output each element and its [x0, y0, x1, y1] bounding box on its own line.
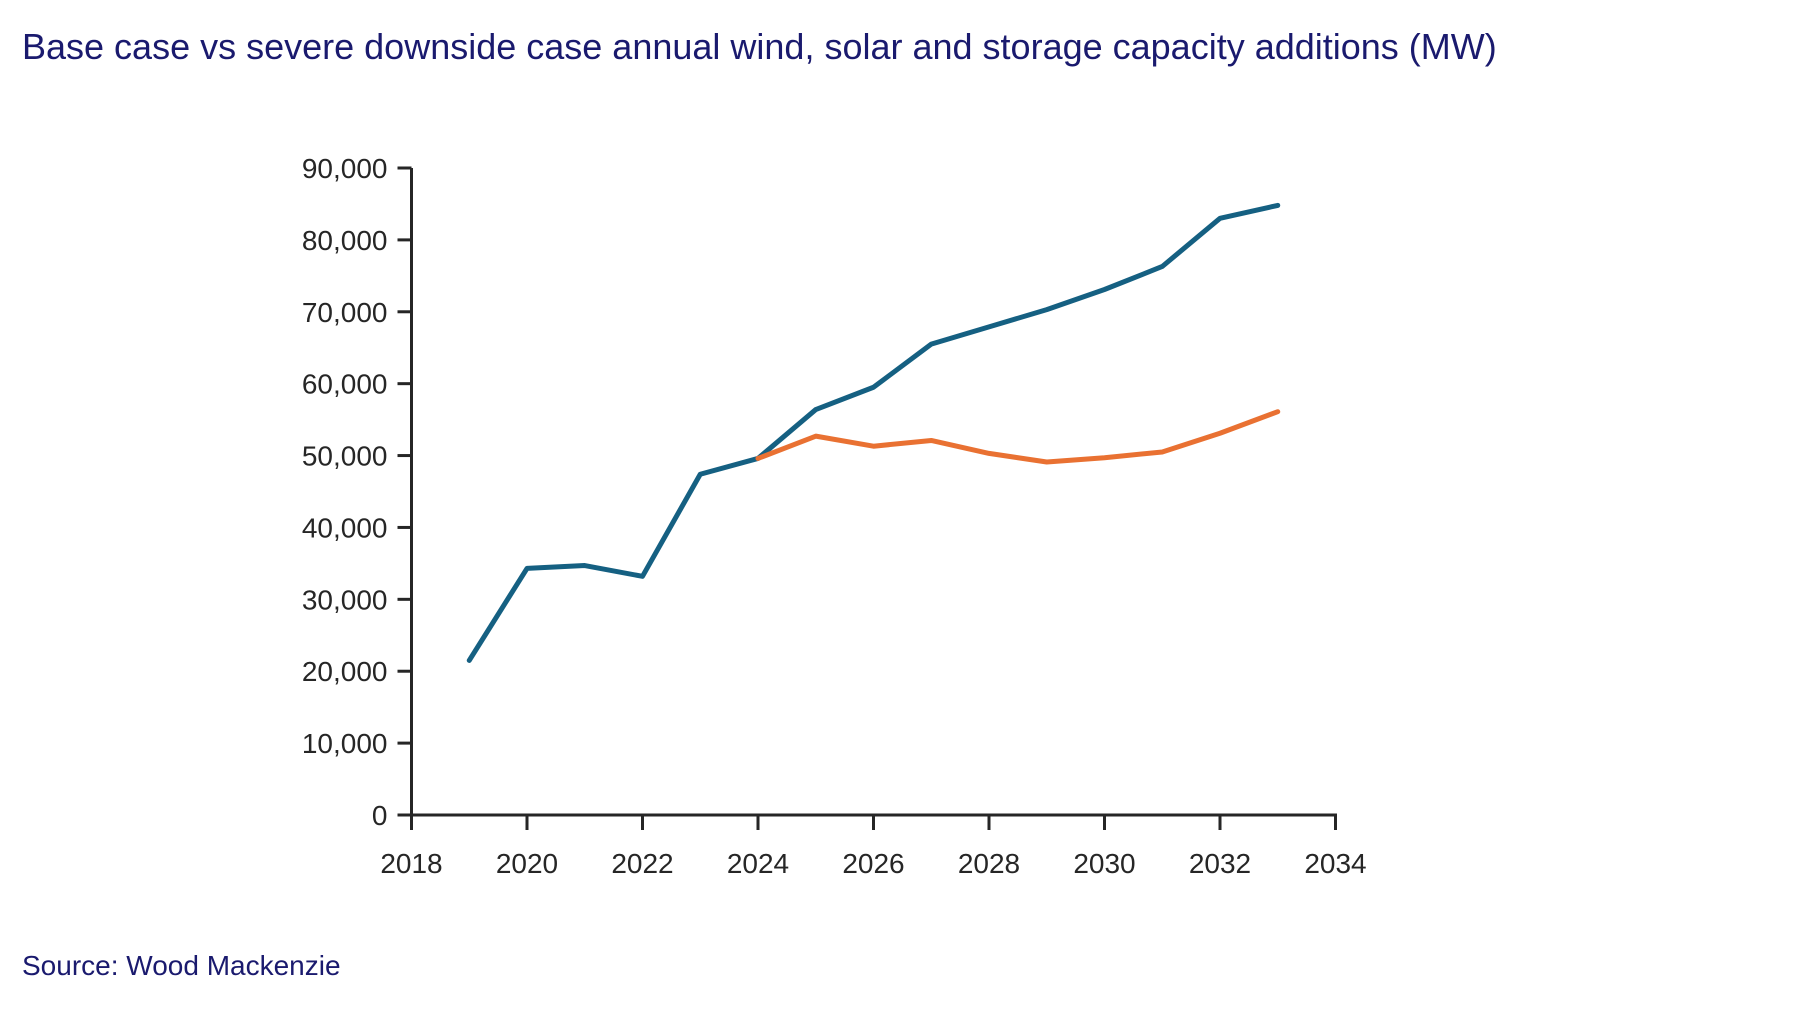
- x-axis-tick-label: 2020: [496, 848, 558, 879]
- y-axis-tick-label: 70,000: [302, 297, 388, 328]
- x-axis-tick-label: 2026: [842, 848, 904, 879]
- y-axis-tick-label: 20,000: [302, 656, 388, 687]
- base-case-line: [466, 202, 1281, 663]
- y-axis-tick-label: 60,000: [302, 369, 388, 400]
- x-axis-tick-label: 2034: [1304, 848, 1366, 879]
- x-axis-tick-label: 2032: [1189, 848, 1251, 879]
- y-axis-tick-label: 0: [372, 800, 388, 831]
- source-caption: Source: Wood Mackenzie: [22, 950, 341, 981]
- y-axis-tick-label: 40,000: [302, 512, 388, 543]
- y-axis-tick-label: 10,000: [302, 728, 388, 759]
- chart-title: Base case vs severe downside case annual…: [22, 26, 1497, 67]
- x-axis-tick-label: 2024: [727, 848, 789, 879]
- severe-downside-case-line: [755, 409, 1281, 465]
- x-axis-tick-label: 2018: [380, 848, 442, 879]
- y-axis-tick-label: 90,000: [302, 153, 388, 184]
- y-axis-tick-label: 50,000: [302, 441, 388, 472]
- y-axis-tick-label: 30,000: [302, 584, 388, 615]
- y-axis-tick-label: 80,000: [302, 225, 388, 256]
- x-axis-tick-label: 2022: [611, 848, 673, 879]
- x-axis-tick-label: 2028: [958, 848, 1020, 879]
- x-axis-tick-label: 2030: [1073, 848, 1135, 879]
